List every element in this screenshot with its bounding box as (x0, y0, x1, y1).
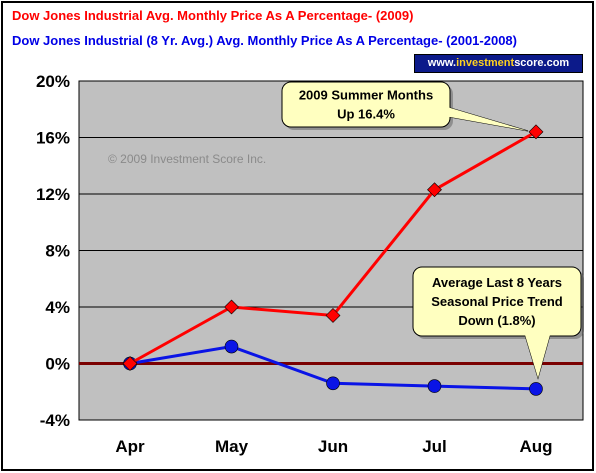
website-badge[interactable]: www.investmentscore.com (414, 54, 583, 73)
callout-box (281, 81, 451, 128)
x-tick-label: May (215, 437, 249, 456)
x-tick-label: Aug (519, 437, 552, 456)
y-axis-ticks: 20% 16% 12% 8% 4% 0% -4% (36, 72, 70, 430)
y-tick-label: 16% (36, 129, 70, 148)
y-tick-label: 8% (45, 242, 70, 261)
callout-text: 2009 Summer Months (299, 88, 433, 103)
data-point (427, 379, 442, 393)
watermark: © 2009 Investment Score Inc. (108, 152, 266, 166)
chart-title-2009: Dow Jones Industrial Avg. Monthly Price … (12, 8, 414, 23)
y-tick-label: -4% (40, 411, 70, 430)
callout-text: Down (1.8%) (458, 313, 535, 328)
data-point (326, 376, 340, 391)
callout-text: Average Last 8 Years (432, 275, 562, 290)
callout-pointer-fill (422, 104, 528, 131)
callout-box (412, 266, 582, 337)
callout-text: Up 16.4% (337, 107, 395, 122)
data-point (325, 308, 341, 323)
data-point (528, 124, 544, 140)
y-tick-label: 4% (45, 298, 70, 317)
badge-suffix: score.com (514, 57, 570, 69)
series-layer (122, 124, 544, 396)
chart-title-average: Dow Jones Industrial (8 Yr. Avg.) Avg. M… (12, 33, 517, 48)
y-tick-label: 0% (45, 355, 70, 374)
data-point (224, 299, 239, 315)
x-tick-label: Apr (115, 437, 145, 456)
data-point (529, 382, 543, 396)
badge-highlight: investment (456, 57, 515, 69)
data-point (224, 339, 239, 354)
callout-summer: 2009 Summer Months Up 16.4% (281, 81, 529, 132)
y-tick-label: 12% (36, 185, 70, 204)
x-tick-label: Jul (422, 437, 447, 456)
data-point (122, 356, 138, 371)
callout-average: Average Last 8 Years Seasonal Price Trend… (412, 266, 584, 380)
y-tick-label: 20% (36, 72, 70, 91)
data-point (427, 182, 442, 198)
x-tick-label: Jun (318, 437, 348, 456)
badge-prefix: www. (427, 57, 457, 69)
callout-text: Seasonal Price Trend (431, 294, 563, 309)
callout-pointer-fill (525, 335, 550, 378)
x-axis-ticks: Apr May Jun Jul Aug (115, 437, 552, 456)
